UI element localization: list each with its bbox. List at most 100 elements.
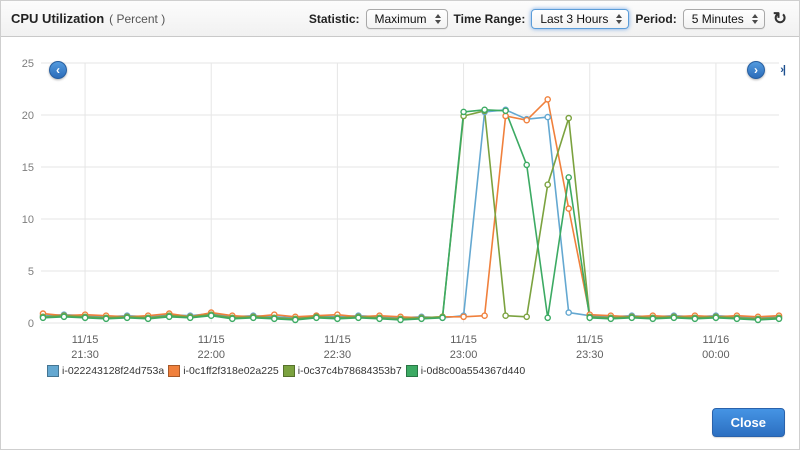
- data-point: [502, 112, 509, 120]
- x-tick-date: 11/15: [450, 334, 477, 346]
- x-tick-time: 23:00: [450, 349, 478, 361]
- data-point: [460, 313, 467, 321]
- x-tick-time: 22:00: [197, 349, 225, 361]
- series-line: [42, 109, 780, 321]
- legend-swatch: [168, 365, 181, 377]
- data-point: [313, 314, 320, 322]
- statistic-select[interactable]: Maximum: [365, 8, 448, 29]
- series-line: [42, 98, 780, 319]
- data-point: [523, 116, 531, 124]
- data-point: [775, 315, 783, 323]
- data-point: [544, 96, 552, 103]
- legend-item: i-0c37c4b78684353b7: [282, 365, 402, 377]
- refresh-button[interactable]: ↻: [771, 10, 789, 27]
- data-point: [228, 315, 236, 323]
- data-point: [439, 314, 446, 322]
- x-tick-time: 21:30: [71, 349, 99, 361]
- data-point: [397, 316, 404, 324]
- data-point: [565, 205, 573, 212]
- data-point: [670, 314, 678, 322]
- legend-item: i-022243128f24d753a: [47, 365, 164, 377]
- series-line: [42, 110, 780, 320]
- cpu-utilization-chart: 0 5 10 15 20 25 11/15 21:30 11/15 22:00 11/15 22:30…: [22, 58, 783, 361]
- y-tick-label: 15: [22, 162, 34, 174]
- legend-label: i-0d8c00a554367d440: [420, 365, 526, 377]
- x-tick-date: 11/15: [198, 334, 225, 346]
- statistic-value: Maximum: [374, 11, 427, 26]
- data-point: [691, 315, 699, 323]
- data-point: [60, 313, 68, 321]
- data-point: [712, 314, 720, 322]
- chevron-left-icon: ‹: [56, 62, 60, 77]
- legend-item: i-0d8c00a554367d440: [405, 365, 526, 377]
- period-select[interactable]: 5 Minutes: [682, 8, 765, 29]
- chart-controls: Statistic: Maximum Time Range: Last 3 Ho…: [308, 8, 789, 29]
- data-point: [144, 315, 152, 323]
- data-point: [565, 309, 573, 316]
- chevron-right-icon: ›: [754, 62, 758, 77]
- data-point: [544, 113, 552, 121]
- legend-item: i-0c1ff2f318e02a225: [168, 365, 279, 377]
- chart-title-group: CPU Utilization ( Percent ): [11, 11, 165, 26]
- legend-swatch: [405, 365, 418, 377]
- time-range-select[interactable]: Last 3 Hours: [531, 8, 630, 29]
- legend-label: i-0c37c4b78684353b7: [297, 365, 402, 377]
- data-point: [39, 314, 47, 322]
- data-point: [481, 106, 488, 114]
- data-point: [544, 314, 552, 322]
- x-tick-date: 11/16: [703, 334, 730, 346]
- scroll-right-button[interactable]: ›: [747, 61, 765, 79]
- data-point: [607, 315, 615, 323]
- data-point: [649, 315, 657, 323]
- data-point: [165, 313, 173, 321]
- series-line: [42, 109, 780, 319]
- data-point: [291, 316, 299, 324]
- x-tick-time: 23:30: [576, 349, 604, 361]
- chart-area: 0 5 10 15 20 25 11/15 21:30 11/15 22:00 11/15 22:30…: [1, 37, 799, 377]
- data-point: [81, 314, 89, 322]
- data-point: [502, 107, 509, 115]
- scroll-left-button[interactable]: ‹: [49, 61, 67, 79]
- select-arrows-icon: [434, 13, 441, 24]
- time-range-label: Time Range:: [453, 11, 526, 26]
- data-point: [754, 316, 762, 324]
- chart-legend: i-022243128f24d753a i-0c1ff2f318e02a225 i-…: [47, 365, 799, 377]
- data-point: [733, 315, 741, 323]
- chart-title: CPU Utilization: [11, 11, 105, 26]
- data-point: [207, 312, 215, 320]
- refresh-icon: ↻: [772, 9, 787, 28]
- data-point: [334, 315, 341, 323]
- statistic-label: Statistic:: [308, 11, 360, 26]
- y-tick-label: 25: [22, 58, 34, 70]
- x-tick-time: 00:00: [702, 349, 730, 361]
- data-point: [460, 108, 467, 116]
- data-point: [270, 315, 278, 323]
- data-point: [481, 312, 488, 320]
- select-arrows-icon: [751, 13, 758, 24]
- data-point: [102, 315, 110, 323]
- chart-header: CPU Utilization ( Percent ) Statistic: M…: [1, 1, 799, 37]
- data-point: [355, 314, 362, 322]
- data-point: [565, 174, 573, 181]
- data-point: [523, 313, 531, 321]
- y-tick-label: 0: [28, 318, 34, 330]
- data-point: [186, 314, 194, 322]
- data-point: [544, 181, 552, 188]
- data-point: [376, 315, 383, 323]
- data-point: [586, 314, 594, 322]
- legend-swatch: [282, 365, 295, 377]
- data-point: [502, 312, 509, 320]
- x-tick-time: 22:30: [324, 349, 352, 361]
- data-point: [628, 314, 636, 322]
- period-label: Period:: [635, 11, 677, 26]
- legend-label: i-0c1ff2f318e02a225: [183, 365, 279, 377]
- skip-to-end-button[interactable]: ›|: [780, 64, 786, 76]
- data-point: [249, 314, 257, 322]
- legend-label: i-022243128f24d753a: [62, 365, 165, 377]
- close-button[interactable]: Close: [711, 408, 785, 437]
- data-point: [418, 315, 425, 323]
- y-tick-label: 10: [22, 214, 34, 226]
- x-tick-date: 11/15: [324, 334, 351, 346]
- data-point: [523, 161, 531, 169]
